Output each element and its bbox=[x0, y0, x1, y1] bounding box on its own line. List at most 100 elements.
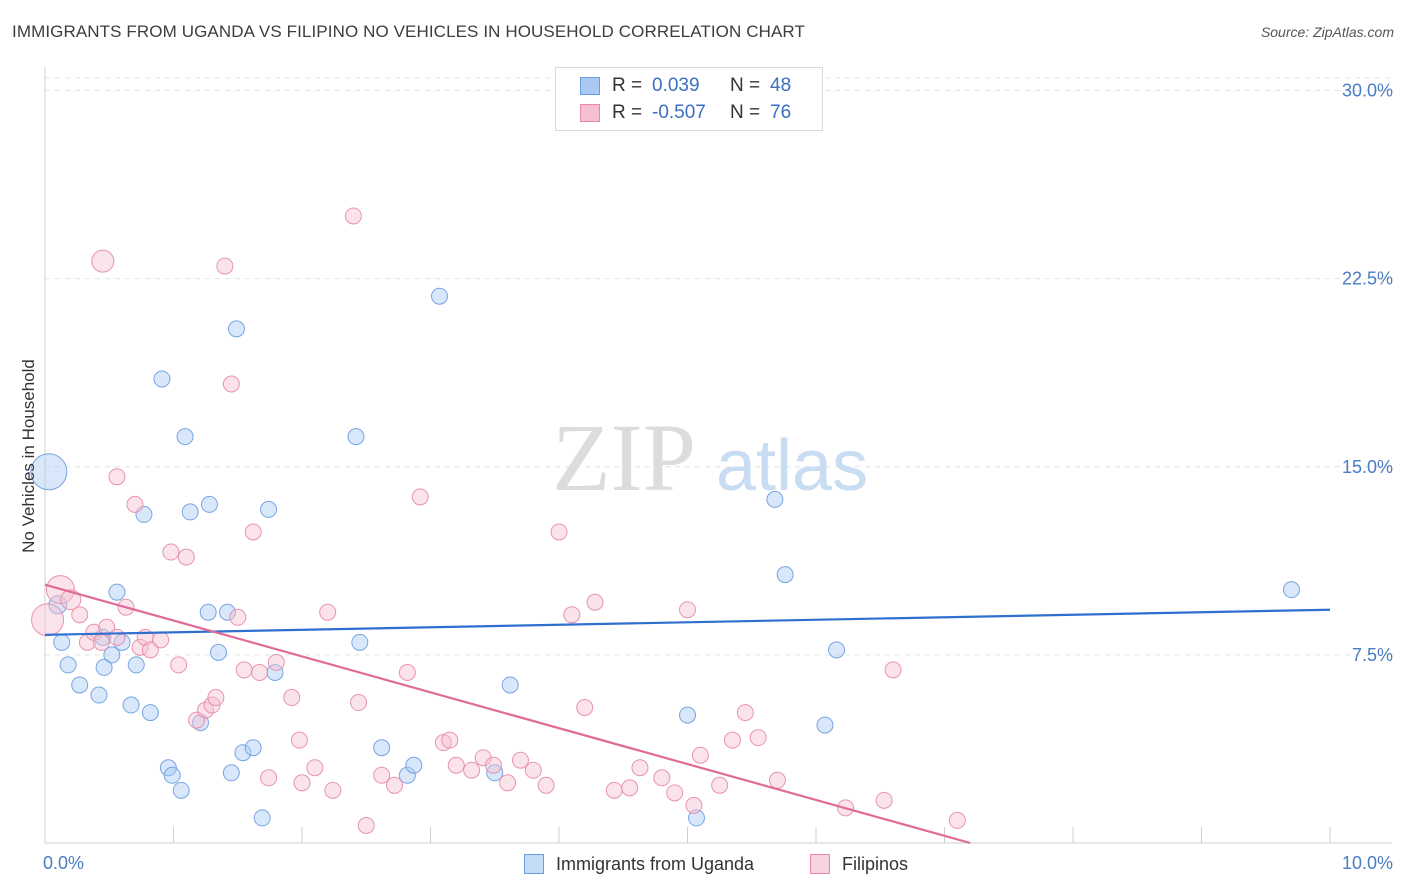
filipino-point bbox=[235, 661, 253, 679]
filipino-point bbox=[511, 751, 529, 769]
filipino-point bbox=[884, 661, 902, 679]
filipino-point bbox=[499, 774, 517, 792]
filipino-point bbox=[244, 523, 262, 541]
filipino-point bbox=[679, 601, 696, 619]
filipino-trend-line bbox=[44, 583, 971, 845]
uganda-point bbox=[398, 766, 416, 784]
filipino-point bbox=[386, 776, 404, 794]
uganda-point bbox=[209, 643, 227, 661]
uganda-point bbox=[30, 453, 68, 491]
filipino-point bbox=[711, 776, 729, 794]
uganda-point bbox=[153, 370, 171, 388]
legend-n-label: N = bbox=[730, 75, 761, 96]
legend-r-label: R = bbox=[612, 75, 643, 96]
filipino-point bbox=[344, 207, 362, 225]
watermark: ZIP atlas bbox=[552, 404, 868, 511]
y-tick-label: 15.0% bbox=[1342, 457, 1393, 477]
watermark-zip: ZIP bbox=[552, 404, 696, 511]
filipino-point bbox=[141, 641, 159, 659]
filipino-point bbox=[131, 638, 149, 656]
filipino-point bbox=[550, 523, 568, 541]
filipino-point bbox=[537, 776, 555, 794]
uganda-point bbox=[218, 603, 236, 621]
grid-layer bbox=[45, 77, 1392, 656]
filipino-point bbox=[605, 781, 623, 799]
filipino-point bbox=[350, 694, 368, 712]
uganda-point bbox=[141, 704, 159, 722]
filipino-point bbox=[411, 488, 429, 506]
filipino-point bbox=[586, 593, 604, 611]
uganda-point bbox=[766, 490, 784, 508]
uganda-point bbox=[347, 428, 365, 446]
filipino-point bbox=[177, 548, 195, 566]
legend-r-label: R = bbox=[612, 102, 643, 123]
legend-r-value: 0.039 bbox=[652, 75, 700, 96]
bottom-legend-swatch-uganda bbox=[524, 854, 544, 874]
source-credit: Source: ZipAtlas.com bbox=[1260, 24, 1394, 40]
filipino-point bbox=[463, 761, 481, 779]
filipino-point bbox=[207, 689, 225, 707]
filipino-point bbox=[251, 663, 269, 681]
legend-n-value: 48 bbox=[770, 75, 792, 96]
filipino-point bbox=[290, 731, 308, 749]
filipino-point bbox=[723, 731, 741, 749]
bottom-legend-label-uganda: Immigrants from Uganda bbox=[556, 853, 755, 874]
x-tick-label: 10.0% bbox=[1342, 853, 1393, 873]
filipino-point bbox=[170, 656, 188, 674]
filipino-point bbox=[631, 759, 649, 777]
filipino-point bbox=[71, 606, 89, 624]
uganda-point bbox=[501, 676, 519, 694]
filipino-point bbox=[653, 769, 671, 787]
filipino-point bbox=[162, 543, 180, 561]
uganda-point bbox=[260, 500, 278, 518]
y-tick-label: 30.0% bbox=[1342, 81, 1393, 101]
uganda-point bbox=[103, 646, 121, 664]
uganda-point bbox=[244, 739, 262, 757]
filipino-point bbox=[93, 633, 111, 651]
uganda-point bbox=[828, 641, 846, 659]
filipino-point bbox=[319, 603, 337, 621]
uganda-point bbox=[163, 766, 181, 784]
bottom-legend-filipinos: Filipinos bbox=[810, 852, 908, 876]
filipino-point bbox=[736, 704, 754, 722]
uganda-point bbox=[200, 495, 218, 513]
legend-row-filipinos: R = -0.507 N = 76 bbox=[580, 101, 791, 125]
bottom-legend-label-filipinos: Filipinos bbox=[842, 853, 909, 874]
uganda-point bbox=[1282, 581, 1300, 599]
filipino-point bbox=[576, 699, 594, 717]
uganda-point bbox=[122, 696, 140, 714]
filipino-point bbox=[324, 781, 342, 799]
filipino-point bbox=[283, 689, 301, 707]
filipino-point bbox=[666, 784, 684, 802]
uganda-point bbox=[95, 658, 113, 676]
uganda-point bbox=[227, 320, 245, 338]
filipino-point bbox=[98, 618, 116, 636]
filipino-point bbox=[875, 791, 893, 809]
uganda-point bbox=[108, 583, 126, 601]
filipino-point bbox=[768, 771, 786, 789]
uganda-point bbox=[127, 656, 145, 674]
uganda-point bbox=[430, 287, 448, 305]
filipino-point bbox=[91, 249, 115, 273]
filipino-point bbox=[563, 606, 581, 624]
chart-title: IMMIGRANTS FROM UGANDA VS FILIPINO NO VE… bbox=[12, 22, 805, 41]
x-tick-label: 0.0% bbox=[43, 853, 84, 873]
y-axis-label: No Vehicles in Household bbox=[19, 359, 38, 553]
filipino-point bbox=[441, 731, 459, 749]
uganda-point bbox=[253, 809, 271, 827]
filipino-point bbox=[306, 759, 324, 777]
uganda-point bbox=[816, 716, 834, 734]
legend-swatch-uganda bbox=[580, 77, 600, 95]
filipino-point bbox=[373, 766, 391, 784]
uganda-point bbox=[181, 503, 199, 521]
filipino-point bbox=[152, 631, 170, 649]
y-tick-label: 7.5% bbox=[1352, 645, 1393, 665]
uganda-point bbox=[48, 595, 68, 615]
uganda-point bbox=[90, 686, 108, 704]
filipino-point bbox=[293, 774, 311, 792]
uganda-point bbox=[71, 676, 89, 694]
axis-layer: 7.5% 15.0% 22.5% 30.0% 0.0% 10.0% bbox=[43, 67, 1393, 873]
filipino-point bbox=[126, 495, 144, 513]
filipino-point bbox=[31, 603, 65, 637]
uganda-point bbox=[679, 706, 696, 724]
